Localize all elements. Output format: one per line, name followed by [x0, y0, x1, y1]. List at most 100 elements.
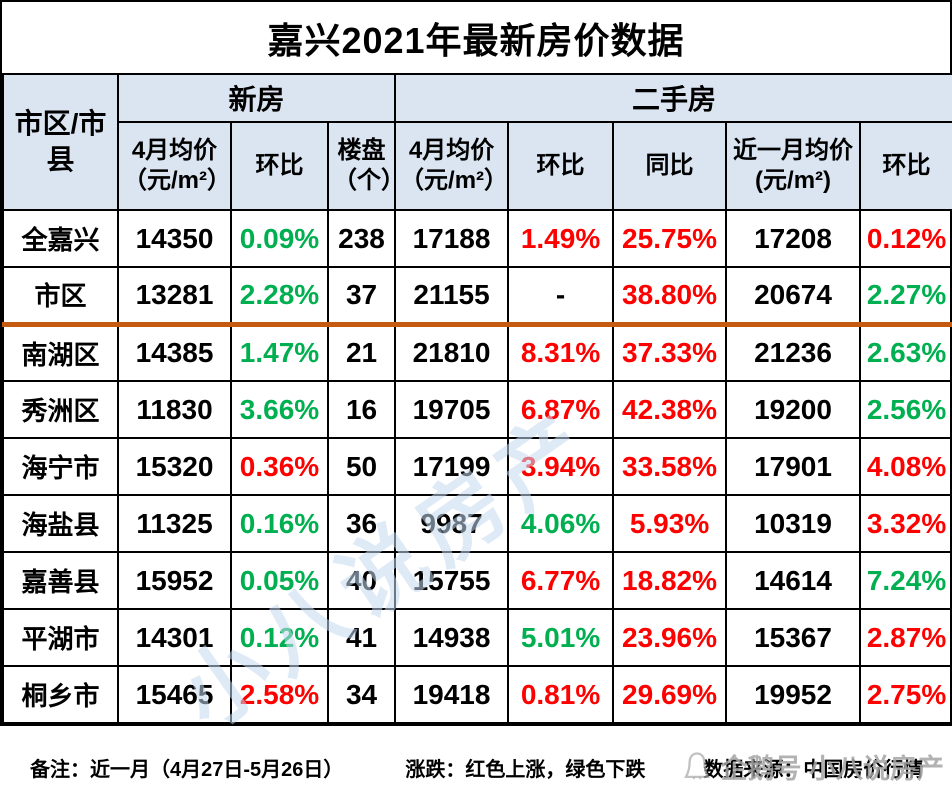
table-cell: 20674 [725, 266, 862, 327]
subheader-used-month-mom: 环比 [859, 121, 952, 211]
table-cell: 19952 [725, 665, 862, 724]
table-cell: 13281 [117, 266, 232, 327]
table-cell: 21 [326, 323, 397, 382]
row-label: 嘉善县 [2, 551, 119, 610]
page-title: 嘉兴2021年最新房价数据 [267, 19, 685, 61]
title-bar: 嘉兴2021年最新房价数据 [2, 2, 950, 73]
table-cell: 37.33% [612, 323, 728, 382]
table-cell: 10319 [725, 494, 862, 553]
table-row: 平湖市 14301 0.12% 41 14938 5.01% 23.96% 15367 2.8… [2, 608, 952, 667]
table-row: 桐乡市 15465 2.58% 34 19418 0.81% 29.69% 19952 2.7… [2, 665, 952, 724]
table-cell: 6.87% [507, 380, 615, 439]
row-label: 南湖区 [2, 323, 119, 382]
table-cell: 18.82% [612, 551, 728, 610]
subheader-new-april-avg: 4月均价（元/m²） [117, 121, 232, 211]
table-row: 秀洲区 11830 3.66% 16 19705 6.87% 42.38% 19200 2.5… [2, 380, 952, 439]
table-cell: 2.58% [230, 665, 329, 724]
table-cell: 19200 [725, 380, 862, 439]
table-cell: 19705 [394, 380, 510, 439]
header-group-row: 市区/市县 新房 二手房 [2, 73, 952, 211]
row-label: 全嘉兴 [2, 209, 119, 268]
footer: 备注：近一月（4月27日-5月26日） 涨跌：红色上涨，绿色下跌 数据来源：中国… [0, 739, 952, 796]
table-cell: 6.77% [507, 551, 615, 610]
table-cell: 8.31% [507, 323, 615, 382]
subheader-used-mom: 环比 [507, 121, 615, 211]
row-label: 海盐县 [2, 494, 119, 553]
subheader-used-yoy: 同比 [612, 121, 728, 211]
table-cell: 21810 [394, 323, 510, 382]
table-cell: 50 [326, 437, 397, 496]
table-cell: 5.93% [612, 494, 728, 553]
table-cell: 0.12% [859, 209, 952, 268]
table-cell: 25.75% [612, 209, 728, 268]
table-cell: 4.06% [507, 494, 615, 553]
table-cell: 11830 [117, 380, 232, 439]
table-cell: 41 [326, 608, 397, 667]
table-cell: 1.49% [507, 209, 615, 268]
table-cell: 4.08% [859, 437, 952, 496]
table-cell: 42.38% [612, 380, 728, 439]
table-cell: 3.94% [507, 437, 615, 496]
table-cell: 3.66% [230, 380, 329, 439]
table-cell: 23.96% [612, 608, 728, 667]
table-cell: 2.87% [859, 608, 952, 667]
table-cell: 11325 [117, 494, 232, 553]
table-cell: 16 [326, 380, 397, 439]
table-cell: 0.36% [230, 437, 329, 496]
corner-header: 市区/市县 [2, 73, 119, 211]
price-table: 市区/市县 新房 二手房 4月均价（元/m²） 环比 楼盘（个） 4月均价（元/… [2, 73, 952, 724]
header-sub-row: 4月均价（元/m²） 环比 楼盘（个） 4月均价（元/m²） 环比 同比 近一月… [3, 121, 952, 211]
footer-note: 备注：近一月（4月27日-5月26日） [30, 759, 344, 781]
table-cell: 14350 [117, 209, 232, 268]
table-cell: 40 [326, 551, 397, 610]
table-cell: 5.01% [507, 608, 615, 667]
table-cell: 3.32% [859, 494, 952, 553]
group-header-new-homes: 新房 [116, 73, 397, 123]
row-label: 桐乡市 [2, 665, 119, 724]
table-cell: 2.75% [859, 665, 952, 724]
table-cell: 36 [326, 494, 397, 553]
table-cell: 7.24% [859, 551, 952, 610]
row-label: 秀洲区 [2, 380, 119, 439]
table-cell: 15952 [117, 551, 232, 610]
table-row: 全嘉兴 14350 0.09% 238 17188 1.49% 25.75% 17208 0.… [2, 209, 952, 268]
table-cell: 2.63% [859, 323, 952, 382]
table-cell: 29.69% [612, 665, 728, 724]
table-row: 嘉善县 15952 0.05% 40 15755 6.77% 18.82% 14614 7.2… [2, 551, 952, 610]
table-row: 南湖区 14385 1.47% 21 21810 8.31% 37.33% 21236 2.6… [2, 323, 952, 382]
table-cell: 2.27% [859, 266, 952, 327]
table-cell: 17199 [394, 437, 510, 496]
table-cell: 238 [326, 209, 397, 268]
table-cell: 21236 [725, 323, 862, 382]
table-cell: 33.58% [612, 437, 728, 496]
row-label: 海宁市 [2, 437, 119, 496]
table-cell: 2.56% [859, 380, 952, 439]
table-cell: 37 [326, 266, 397, 327]
table-cell: 2.28% [230, 266, 329, 327]
table-cell: 17208 [725, 209, 862, 268]
row-label: 市区 [2, 266, 119, 327]
table-cell: 0.05% [230, 551, 329, 610]
table-cell: 14938 [394, 608, 510, 667]
table-body: 全嘉兴 14350 0.09% 238 17188 1.49% 25.75% 17208 0.… [2, 209, 952, 724]
table-cell: 0.09% [230, 209, 329, 268]
table-row: 海盐县 11325 0.16% 36 9987 4.06% 5.93% 10319 3.32% [2, 494, 952, 553]
table-cell: 0.81% [507, 665, 615, 724]
subheader-used-april-avg: 4月均价（元/m²） [394, 121, 510, 211]
table-cell: 17188 [394, 209, 510, 268]
table-cell: 15755 [394, 551, 510, 610]
table-cell: 19418 [394, 665, 510, 724]
table-row: 市区 13281 2.28% 37 21155-38.80% 20674 2.27% [2, 266, 952, 327]
table-cell: - [507, 266, 615, 327]
table-cell: 15367 [725, 608, 862, 667]
table-cell: 14301 [117, 608, 232, 667]
table-cell: 15320 [117, 437, 232, 496]
table-cell: 14614 [725, 551, 862, 610]
table-cell: 17901 [725, 437, 862, 496]
subheader-new-projects: 楼盘（个） [326, 121, 397, 211]
subheader-used-month-avg: 近一月均价(元/m²) [725, 121, 862, 211]
table-cell: 14385 [117, 323, 232, 382]
table-frame: 嘉兴2021年最新房价数据 市区/市县 新房 二手房 4月均价（元/m²） 环比… [0, 0, 952, 726]
footer-source: 数据来源：中国房价行情 [703, 759, 924, 781]
